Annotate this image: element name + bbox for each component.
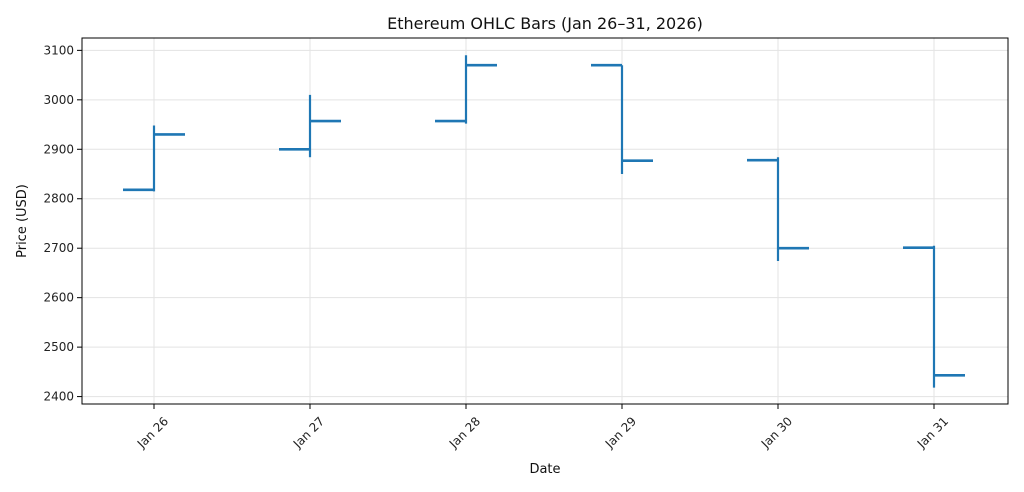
ohlc-bar: [123, 125, 185, 192]
y-tick-label: 2700: [43, 241, 74, 255]
ohlc-bar: [279, 94, 341, 158]
y-axis-title: Price (USD): [15, 184, 30, 258]
grid-layer: [82, 38, 1008, 404]
y-tick-label: 2800: [43, 192, 74, 206]
ohlc-bars: [123, 55, 965, 388]
chart-title: Ethereum OHLC Bars (Jan 26–31, 2026): [387, 14, 703, 33]
y-tick-label: 2500: [43, 340, 74, 354]
ohlc-bar: [903, 245, 965, 388]
y-tick-label: 3100: [43, 43, 74, 57]
y-tick-label: 2400: [43, 390, 74, 404]
ohlc-bar: [591, 63, 653, 175]
plot-frame: [81, 37, 1009, 405]
x-axis-title: Date: [529, 462, 560, 477]
y-tick-label: 2900: [43, 142, 74, 156]
y-tick-label: 2600: [43, 291, 74, 305]
y-tick-label: 3000: [43, 93, 74, 107]
ohlc-bar: [747, 157, 809, 262]
ohlc-bar: [435, 55, 497, 124]
y-axis: 2400 2500 2600 2700 2800 2900 3000 3100: [43, 43, 82, 404]
